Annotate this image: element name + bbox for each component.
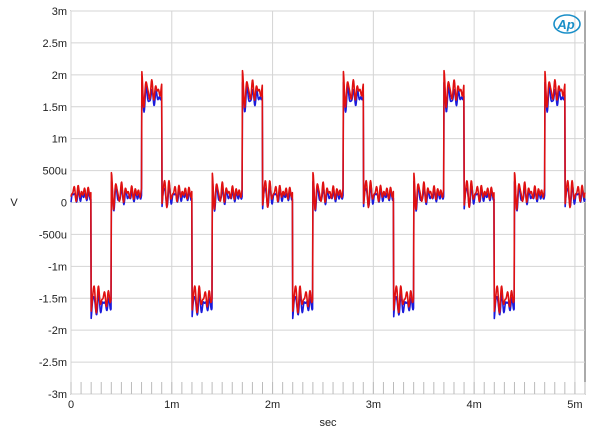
minor-ticks <box>70 382 586 394</box>
y-tick-label: -1.5m <box>39 293 67 305</box>
ap-logo-icon: Ap <box>553 14 581 34</box>
y-tick-label: 2m <box>52 70 67 82</box>
y-tick-label: -3m <box>48 389 67 401</box>
y-tick-labels: 3m 2.5m 2m 1.5m 1m 500u 0 -500u -1m -1.5m -2m -2.5m… <box>39 6 67 401</box>
y-tick-label: 500u <box>43 166 67 178</box>
y-tick-label: -500u <box>39 229 67 241</box>
y-tick-label: 1.5m <box>43 102 67 114</box>
y-tick-label: 1m <box>52 134 67 146</box>
x-tick-label: 3m <box>366 399 381 411</box>
x-tick-labels: 0 1m 2m 3m 4m 5m <box>68 399 583 411</box>
x-tick-label: 4m <box>466 399 481 411</box>
y-tick-label: 0 <box>61 198 67 210</box>
x-tick-label: 2m <box>265 399 280 411</box>
y-tick-label: 2.5m <box>43 38 67 50</box>
series-layer <box>70 69 586 320</box>
x-axis-label: sec <box>319 417 337 429</box>
y-tick-label: -1m <box>48 261 67 273</box>
y-axis-label: V <box>10 197 18 209</box>
y-tick-label: -2.5m <box>39 357 67 369</box>
ap-logo-text: Ap <box>556 17 574 32</box>
series-line-1 <box>70 69 586 314</box>
x-tick-label: 5m <box>567 399 582 411</box>
x-tick-label: 1m <box>164 399 179 411</box>
x-tick-label: 0 <box>68 399 74 411</box>
y-tick-label: -2m <box>48 325 67 337</box>
y-tick-label: 3m <box>52 6 67 18</box>
